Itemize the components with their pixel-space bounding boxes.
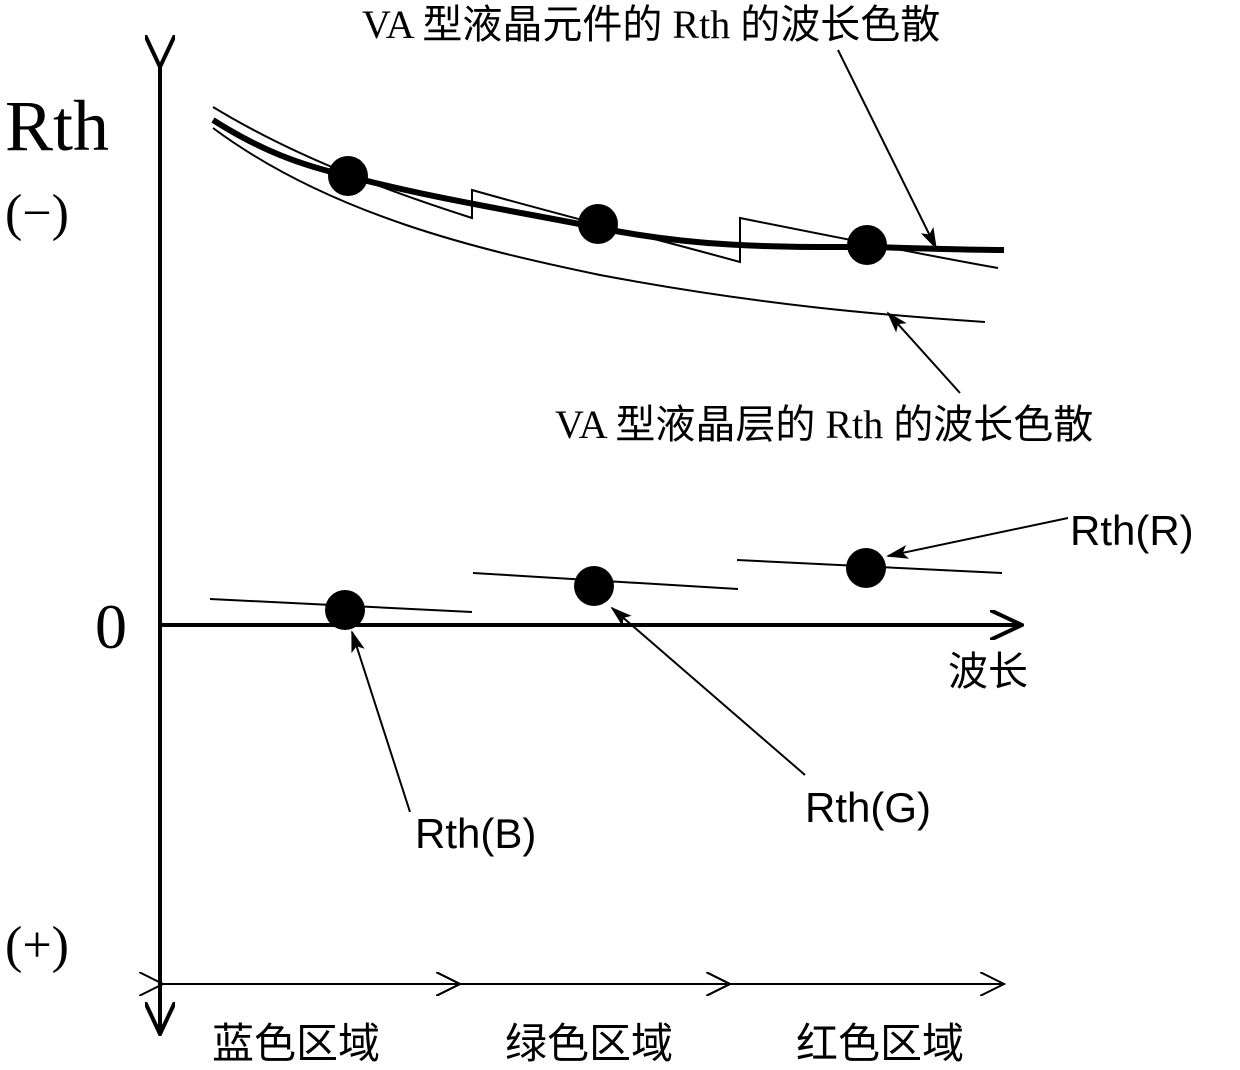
blue-region-label: 蓝色区域 [212,1022,380,1068]
rth-r-point [846,548,886,588]
green-region-label: 绿色区域 [505,1022,673,1068]
y-axis-label: Rth [5,86,109,166]
layer-curve-label: VA 型液晶层的 Rth 的波长色散 [555,402,1093,447]
y-zero-label: 0 [95,591,127,662]
rth-r-label: Rth(R) [1070,507,1194,554]
y-negative-label: (−) [5,185,69,242]
element-point-blue [328,156,368,196]
rth-b-point [325,590,365,630]
rth-r-leader-arrow [888,518,1068,556]
x-axis-label: 波长 [948,649,1028,694]
y-positive-label: (+) [5,917,69,974]
element-point-red [847,225,887,265]
red-region-label: 红色区域 [796,1022,964,1068]
element-point-green [578,204,618,244]
element-curve-label: VA 型液晶元件的 Rth 的波长色散 [362,2,940,47]
rth-g-leader-arrow [612,608,805,775]
element-curve-leader-arrow [838,50,936,248]
rth-g-label: Rth(G) [805,784,931,831]
rth-g-point [574,566,614,606]
layer-curve-leader-arrow [888,313,960,393]
rth-b-label: Rth(B) [415,810,536,857]
rth-b-leader-arrow [352,632,410,812]
